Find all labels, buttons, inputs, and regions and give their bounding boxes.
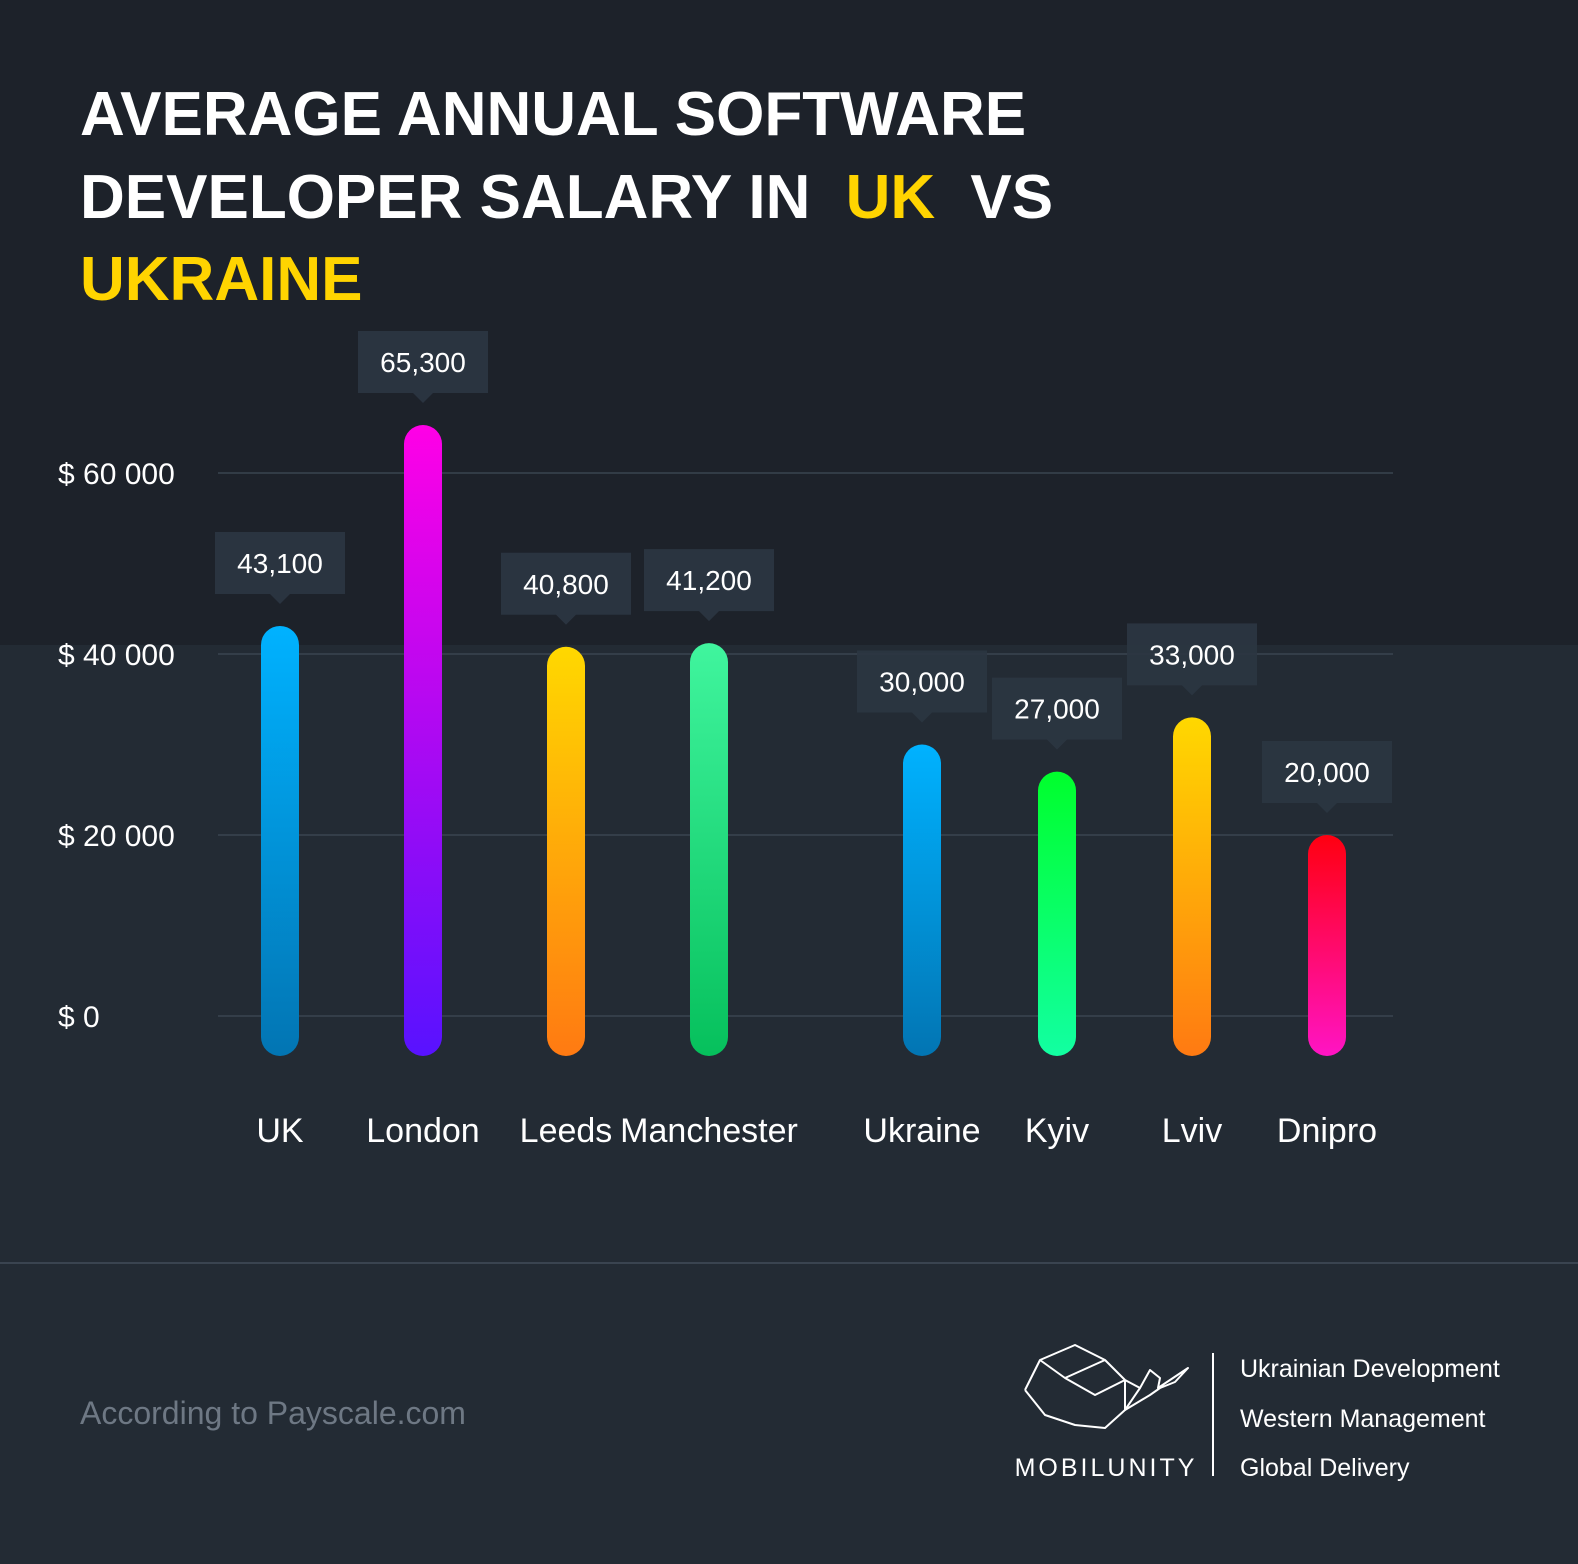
y-tick-label: $ 20 000 <box>58 820 175 853</box>
title-part: UKRAINE <box>80 245 362 314</box>
bar <box>1173 717 1211 1056</box>
title-part: AVERAGE ANNUAL SOFTWARE <box>80 80 1026 149</box>
x-tick-label: UK <box>256 1112 304 1150</box>
title-part: DEVELOPER SALARY IN <box>80 163 810 232</box>
value-label: 20,000 <box>1284 757 1370 788</box>
bar <box>547 647 585 1056</box>
bar <box>261 626 299 1056</box>
y-tick-label: $ 0 <box>58 1001 100 1034</box>
tagline: Ukrainian Development <box>1240 1355 1500 1383</box>
x-tick-label: Manchester <box>620 1112 798 1150</box>
value-label: 41,200 <box>666 565 752 596</box>
tagline: Global Delivery <box>1240 1454 1410 1482</box>
x-tick-label: Lviv <box>1162 1112 1222 1150</box>
tagline: Western Management <box>1240 1405 1486 1433</box>
title-part: VS <box>970 163 1053 232</box>
y-tick-label: $ 40 000 <box>58 639 175 672</box>
brand-name: MOBILUNITY <box>1015 1454 1198 1482</box>
value-label: 40,800 <box>523 569 609 600</box>
source-note: According to Payscale.com <box>80 1395 466 1431</box>
x-tick-label: Dnipro <box>1277 1112 1377 1150</box>
bar <box>690 643 728 1056</box>
x-tick-label: Leeds <box>520 1112 613 1150</box>
y-tick-label: $ 60 000 <box>58 458 175 491</box>
bar <box>404 425 442 1056</box>
bar <box>903 745 941 1057</box>
value-label: 33,000 <box>1149 639 1235 670</box>
value-label: 65,300 <box>380 347 466 378</box>
bar <box>1038 772 1076 1056</box>
x-tick-label: Ukraine <box>863 1112 980 1150</box>
x-tick-label: Kyiv <box>1025 1112 1089 1150</box>
value-label: 27,000 <box>1014 694 1100 725</box>
title-part: UK <box>846 163 936 232</box>
bar <box>1308 835 1346 1056</box>
value-label: 43,100 <box>237 548 323 579</box>
value-label: 30,000 <box>879 667 965 698</box>
x-tick-label: London <box>366 1112 479 1150</box>
